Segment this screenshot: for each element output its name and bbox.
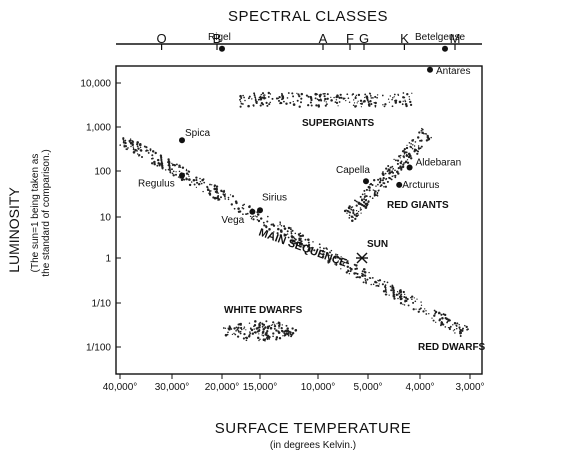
y-axis-title: LUMINOSITY [6,187,22,273]
star-marker-spica [179,137,185,144]
star-marker-regulus [179,172,185,179]
y-tick-label: 100 [94,167,111,178]
spectral-class-b: B [213,31,222,46]
white-dwarf-dots [222,320,298,342]
y-tick-label: 10 [100,213,112,224]
red-giant-dots [343,127,432,223]
named-stars: Rigel Betelgeuse Antares Spica Regulus Aldeba… [138,32,470,264]
star-marker-rigel [219,45,225,52]
spectral-class-f: F [346,31,354,46]
luminosity-axis: 10,000 1,000 100 10 1 1/10 1/100 [80,79,121,354]
star-marker-capella [363,178,369,185]
x-tick-label: 20,000° [205,382,240,393]
star-label-capella: Capella [336,165,370,176]
star-label-vega: Vega [221,215,244,226]
star-marker-vega [249,208,256,215]
spectral-class-m: M [450,31,461,46]
x-tick-label: 30,000° [155,382,190,393]
star-marker-betelgeuse [442,45,448,52]
x-tick-label: 5,000° [353,382,382,393]
region-label-white-dwarfs: WHITE DWARFS [224,305,303,316]
plot-frame [115,65,483,375]
star-marker-sirius [257,207,263,214]
x-tick-label: 4,000° [405,382,434,393]
star-marker-arcturus [396,181,403,188]
star-label-antares: Antares [436,66,470,77]
y-tick-label: 1/100 [86,343,111,354]
top-axis-title: SPECTRAL CLASSES [228,8,388,25]
star-marker-sun [356,252,368,264]
x-axis-subtitle: (in degrees Kelvin.) [270,440,356,451]
region-label-supergiants: SUPERGIANTS [302,118,375,129]
x-tick-label: 15,000° [243,382,278,393]
x-tick-label: 40,000° [103,382,138,393]
star-marker-aldebaran [406,164,413,171]
x-axis-title: SURFACE TEMPERATURE [215,420,411,437]
star-label-sun: SUN [367,239,388,250]
supergiant-dots [239,91,413,108]
star-label-spica: Spica [185,128,210,139]
region-dot-clouds [119,91,469,342]
star-label-rigel: Rigel [208,32,231,43]
y-axis-subtitle-line1: (The sun=1 being taken as [30,154,41,273]
y-tick-label: 10,000 [80,79,111,90]
spectral-class-a: A [319,31,328,46]
temperature-axis: 40,000° 30,000° 20,000° 15,000° 10,000° 5,000… [103,374,485,393]
star-label-arcturus: Arcturus [402,180,439,191]
y-tick-label: 1 [105,254,111,265]
spectral-class-k: K [400,31,409,46]
y-tick-label: 1,000 [86,123,111,134]
star-label-aldebaran: Aldebaran [416,158,462,169]
spectral-class-g: G [359,31,369,46]
star-label-betelgeuse: Betelgeuse [415,32,465,43]
region-label-red-dwarfs: RED DWARFS [418,342,486,353]
spectral-class-o: O [157,31,167,46]
main-sequence-dots [119,137,469,337]
x-tick-label: 10,000° [301,382,336,393]
star-marker-antares [427,66,433,73]
y-tick-label: 1/10 [92,299,112,310]
star-label-regulus: Regulus [138,178,175,189]
region-label-red-giants: RED GIANTS [387,200,449,211]
region-label-main-sequence: MAIN SEQUENCE [257,227,348,270]
star-label-sirius: Sirius [262,192,287,203]
y-axis-subtitle-line2: the standard of comparison.) [41,149,52,276]
x-tick-label: 3,000° [455,382,484,393]
